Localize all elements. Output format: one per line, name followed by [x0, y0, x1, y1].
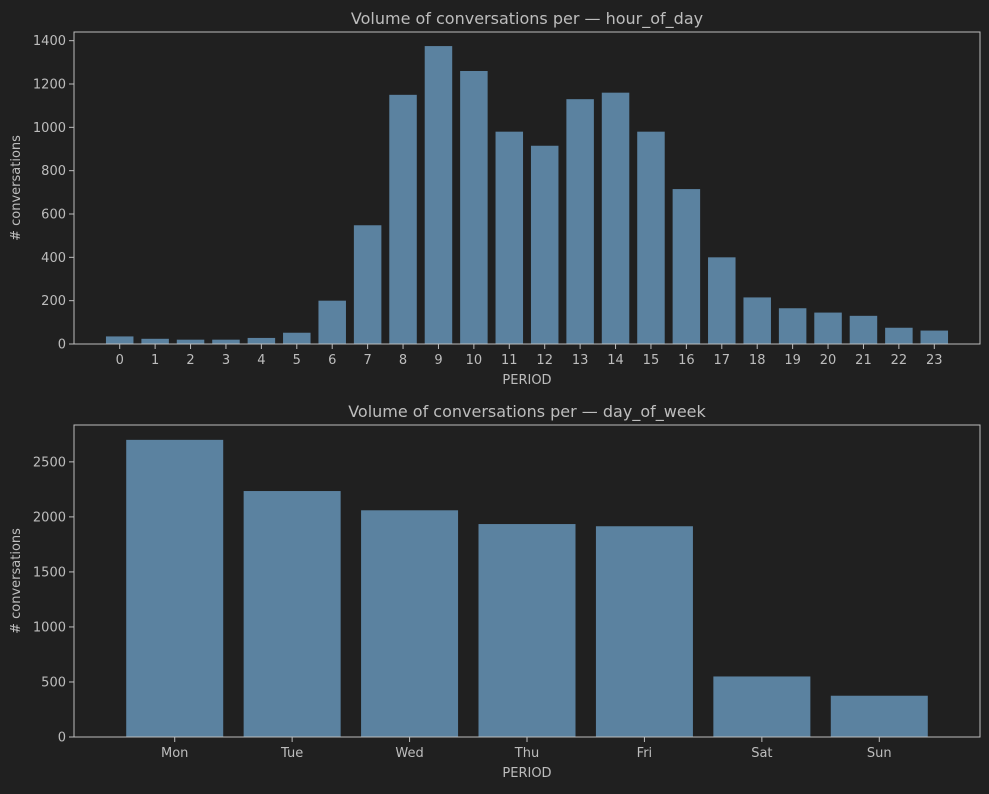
x-tick-label: 12 [536, 353, 553, 368]
plot-frame [73, 424, 981, 738]
x-tick-label: 9 [434, 353, 442, 368]
x-tick-label: 1 [151, 353, 159, 368]
x-axis-ticks: 0 1 2 3 4 5 6 7 8 9 10 11 12 13 14 15 16 17 18 19 20 21 22 23 [116, 344, 943, 368]
bar-21 [849, 315, 878, 344]
x-tick-label: 16 [678, 353, 695, 368]
bar-8 [389, 94, 417, 344]
x-tick-label: 21 [855, 353, 872, 368]
y-tick-label: 500 [41, 675, 66, 690]
y-tick-label: 0 [58, 731, 66, 746]
bar-Tue [243, 491, 341, 737]
bar-23 [920, 330, 949, 344]
x-tick-label: Thu [514, 746, 539, 761]
bar-Sun [830, 695, 928, 737]
x-tick-label: 7 [363, 353, 371, 368]
x-axis-label: PERIOD [502, 373, 551, 388]
y-axis-label: # conversations [9, 528, 24, 634]
bar-Mon [126, 439, 224, 737]
x-tick-label: 5 [293, 353, 301, 368]
y-tick-label: 2500 [33, 455, 66, 470]
x-tick-label: 10 [466, 353, 483, 368]
bar-9 [424, 46, 453, 344]
x-tick-label: 2 [186, 353, 194, 368]
y-tick-label: 1500 [33, 565, 66, 580]
x-tick-label: 11 [501, 353, 518, 368]
y-tick-label: 1200 [33, 78, 66, 93]
x-tick-label: 13 [572, 353, 589, 368]
bar-series [126, 439, 928, 737]
x-tick-label: 14 [607, 353, 624, 368]
hour-of-day-panel: Volume of conversations per — hour_of_da… [9, 9, 981, 388]
x-tick-label: Fri [637, 746, 653, 761]
x-tick-label: 4 [257, 353, 265, 368]
bar-17 [708, 257, 736, 344]
bar-2 [176, 339, 205, 344]
bar-3 [212, 339, 240, 344]
bar-13 [566, 99, 594, 344]
chart-title: Volume of conversations per — hour_of_da… [351, 9, 703, 29]
bar-Sat [713, 676, 811, 737]
x-tick-label: 3 [222, 353, 230, 368]
x-tick-label: Mon [161, 746, 188, 761]
bar-16 [672, 189, 701, 344]
chart-title: Volume of conversations per — day_of_wee… [348, 402, 706, 422]
bar-15 [637, 131, 665, 344]
y-tick-label: 200 [41, 294, 66, 309]
x-tick-label: 8 [399, 353, 407, 368]
day-of-week-panel: Volume of conversations per — day_of_wee… [9, 402, 981, 781]
bar-12 [530, 145, 559, 344]
y-axis-ticks: 0 200 400 600 800 1000 1200 1400 [33, 34, 74, 353]
x-tick-label: 19 [784, 353, 801, 368]
y-tick-label: 1400 [33, 34, 66, 49]
bar-6 [318, 300, 346, 344]
bar-Thu [478, 524, 576, 737]
x-tick-label: 0 [116, 353, 124, 368]
plot-frame [73, 31, 981, 345]
y-axis-ticks: 0 500 1000 1500 2000 2500 [33, 455, 74, 746]
x-tick-label: Tue [280, 746, 303, 761]
bar-22 [885, 327, 913, 344]
x-tick-label: 17 [714, 353, 731, 368]
bar-14 [601, 92, 630, 344]
bar-18 [743, 297, 771, 344]
bar-0 [105, 336, 134, 344]
bar-10 [460, 71, 488, 344]
y-tick-label: 1000 [33, 121, 66, 136]
x-axis-ticks: Mon Tue Wed Thu Fri Sat Sun [161, 737, 892, 761]
bar-Wed [361, 510, 459, 737]
y-tick-label: 2000 [33, 510, 66, 525]
bar-11 [495, 131, 524, 344]
bar-19 [778, 308, 807, 344]
bar-1 [141, 338, 169, 344]
y-axis-label: # conversations [9, 135, 24, 241]
bar-7 [353, 225, 382, 344]
y-tick-label: 1000 [33, 620, 66, 635]
x-tick-label: 6 [328, 353, 336, 368]
y-tick-label: 400 [41, 251, 66, 266]
x-tick-label: 22 [891, 353, 908, 368]
x-tick-label: 15 [643, 353, 660, 368]
y-tick-label: 0 [58, 338, 66, 353]
bar-20 [814, 312, 842, 344]
x-axis-label: PERIOD [502, 766, 551, 781]
bar-series [105, 46, 949, 344]
x-tick-label: Wed [395, 746, 423, 761]
x-tick-label: 20 [820, 353, 837, 368]
x-tick-label: 23 [926, 353, 943, 368]
bar-5 [283, 332, 311, 344]
y-tick-label: 800 [41, 164, 66, 179]
bar-4 [247, 337, 276, 344]
x-tick-label: Sun [867, 746, 892, 761]
x-tick-label: 18 [749, 353, 766, 368]
x-tick-label: Sat [751, 746, 772, 761]
y-tick-label: 600 [41, 208, 66, 223]
bar-Fri [595, 526, 693, 737]
